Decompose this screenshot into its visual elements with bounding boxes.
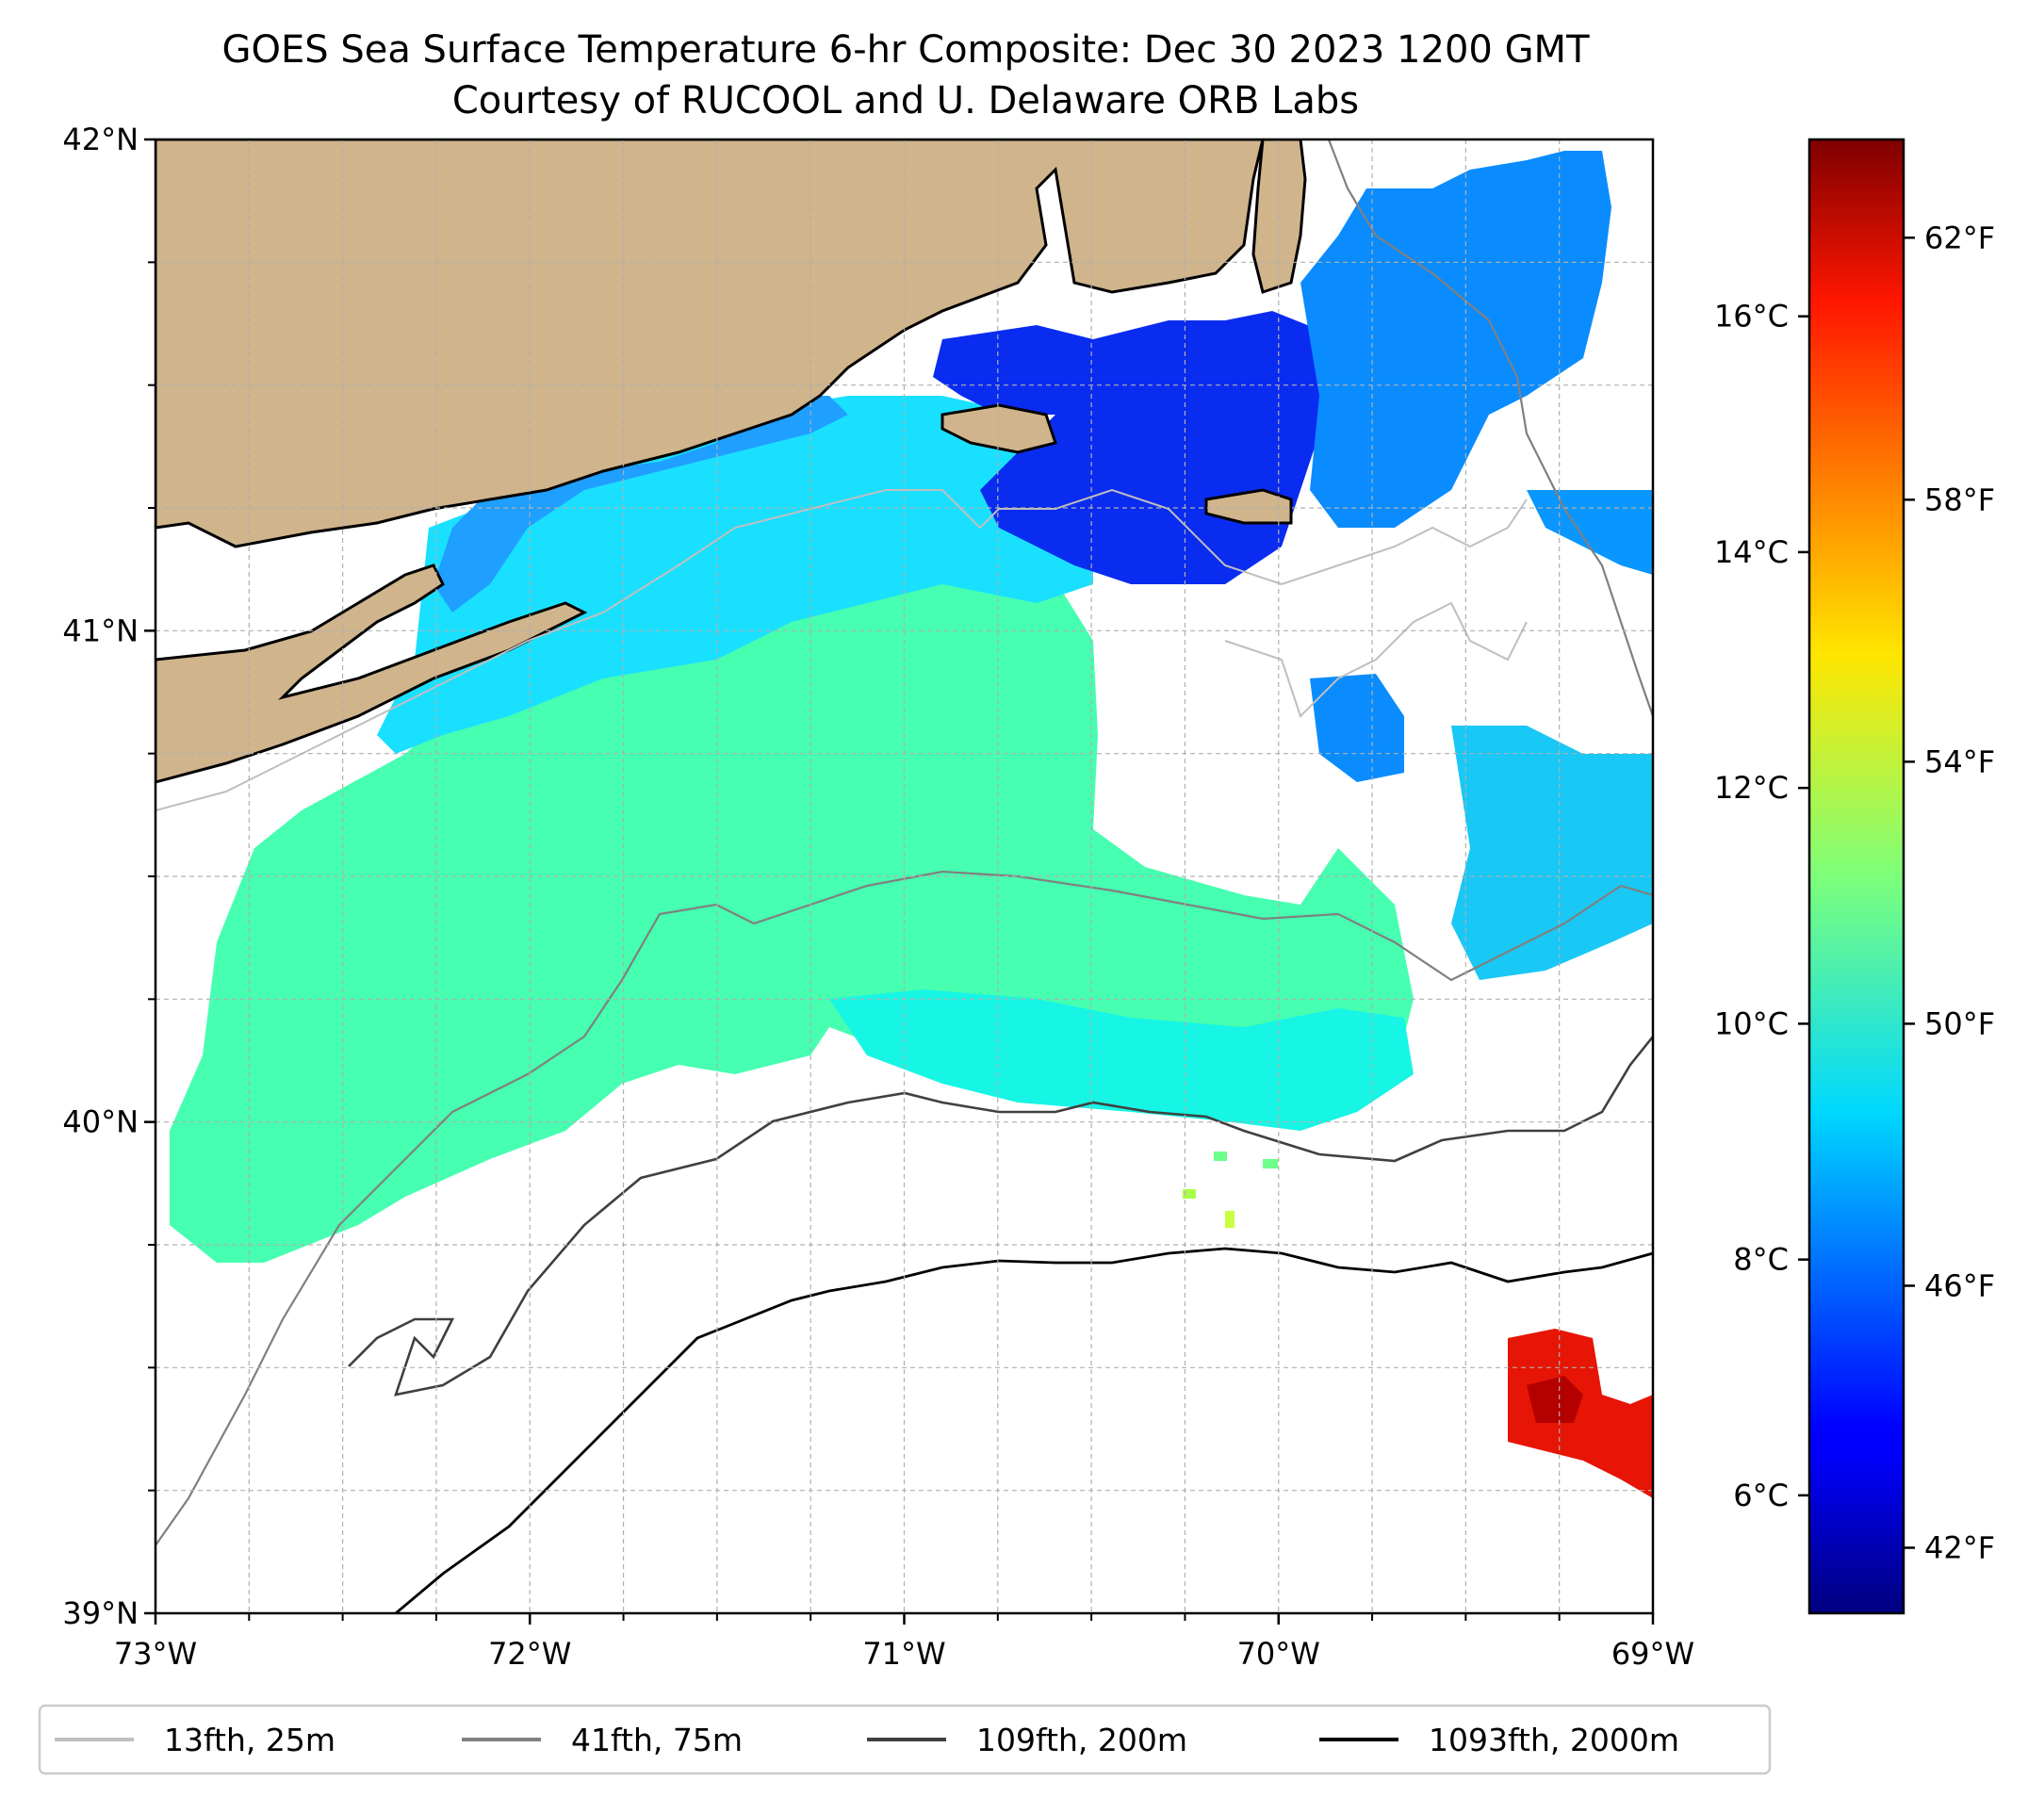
colorbar-gradient (1807, 138, 1905, 1615)
sst-ne-patch (1527, 490, 1653, 575)
sst-east-blob (1310, 674, 1404, 782)
colorbar-f-label: 50°F (1924, 1005, 1995, 1041)
sst-pixel-d (1214, 1152, 1227, 1161)
colorbar-f-label: 62°F (1924, 220, 1995, 255)
sst-east-cyan (1451, 726, 1653, 980)
gridlines (155, 139, 1653, 1613)
colorbar: 6°C 8°C 10°C 12°C 14°C 16°C 42°F 46°F 50°F 54°F 5… (1714, 138, 1995, 1615)
x-tick-label: 72°W (488, 1636, 571, 1672)
x-tick-label: 71°W (862, 1636, 945, 1672)
sst-pixel-b (1225, 1211, 1235, 1228)
colorbar-c-label: 12°C (1714, 770, 1789, 806)
legend-label: 41fth, 75m (571, 1722, 743, 1758)
colorbar-c-label: 14°C (1714, 534, 1789, 570)
sst-gulfstream-warm (1508, 1329, 1653, 1498)
land-nantucket (1204, 488, 1293, 525)
title-line-1: GOES Sea Surface Temperature 6-hr Compos… (221, 28, 1590, 72)
x-tick-label: 69°W (1611, 1636, 1694, 1672)
y-tick-label: 41°N (62, 613, 139, 648)
colorbar-c-label: 10°C (1714, 1005, 1789, 1041)
colorbar-f-label: 58°F (1924, 482, 1995, 517)
colorbar-f-label: 46°F (1924, 1267, 1995, 1303)
colorbar-celsius-ticks: 6°C 8°C 10°C 12°C 14°C 16°C (1714, 299, 1809, 1513)
sst-warm-core (1527, 1376, 1583, 1423)
sst-field (170, 151, 1653, 1498)
sst-pixel-a (1183, 1189, 1196, 1199)
isobath-75m-ne (1327, 139, 1653, 717)
x-tick-label: 73°W (114, 1636, 197, 1672)
colorbar-c-label: 8°C (1733, 1242, 1789, 1278)
map-area (155, 139, 1653, 1613)
y-tick-label: 40°N (62, 1104, 139, 1140)
land-martha-vineyard (940, 403, 1057, 454)
y-tick-label: 42°N (62, 122, 139, 157)
colorbar-c-label: 16°C (1714, 299, 1789, 335)
y-tick-label: 39°N (62, 1595, 139, 1631)
colorbar-c-label: 6°C (1733, 1478, 1789, 1513)
isobath-25m (155, 488, 1528, 811)
colorbar-f-label: 42°F (1924, 1529, 1995, 1565)
x-tick-label: 70°W (1237, 1636, 1320, 1672)
legend-label: 13fth, 25m (164, 1722, 335, 1758)
sst-ri-sound (433, 396, 848, 613)
x-axis: 73°W 72°W 71°W 70°W 69°W (114, 1613, 1694, 1672)
land-cape-cod (1251, 139, 1307, 294)
y-axis: 42°N 41°N 40°N 39°N (62, 122, 155, 1631)
land-long-island (155, 564, 588, 784)
legend-label: 109fth, 200m (976, 1722, 1187, 1758)
isobath-2000m (395, 1247, 1653, 1613)
colorbar-f-label: 54°F (1924, 743, 1995, 779)
isobath-25m-b (1224, 601, 1528, 718)
colorbar-fahrenheit-ticks: 42°F 46°F 50°F 54°F 58°F 62°F (1904, 220, 1995, 1565)
legend: 13fth, 25m 41fth, 75m 109fth, 200m 1093fth,… (38, 1704, 1772, 1775)
sst-georges-approach (1300, 151, 1611, 528)
land (155, 139, 1307, 784)
sst-pixel-c (1263, 1159, 1278, 1168)
legend-label: 1093fth, 2000m (1429, 1722, 1679, 1758)
land-connecticut-ri (155, 139, 1265, 548)
title-line-2: Courtesy of RUCOOL and U. Delaware ORB L… (452, 79, 1359, 123)
sst-southern-fringe (829, 989, 1414, 1131)
